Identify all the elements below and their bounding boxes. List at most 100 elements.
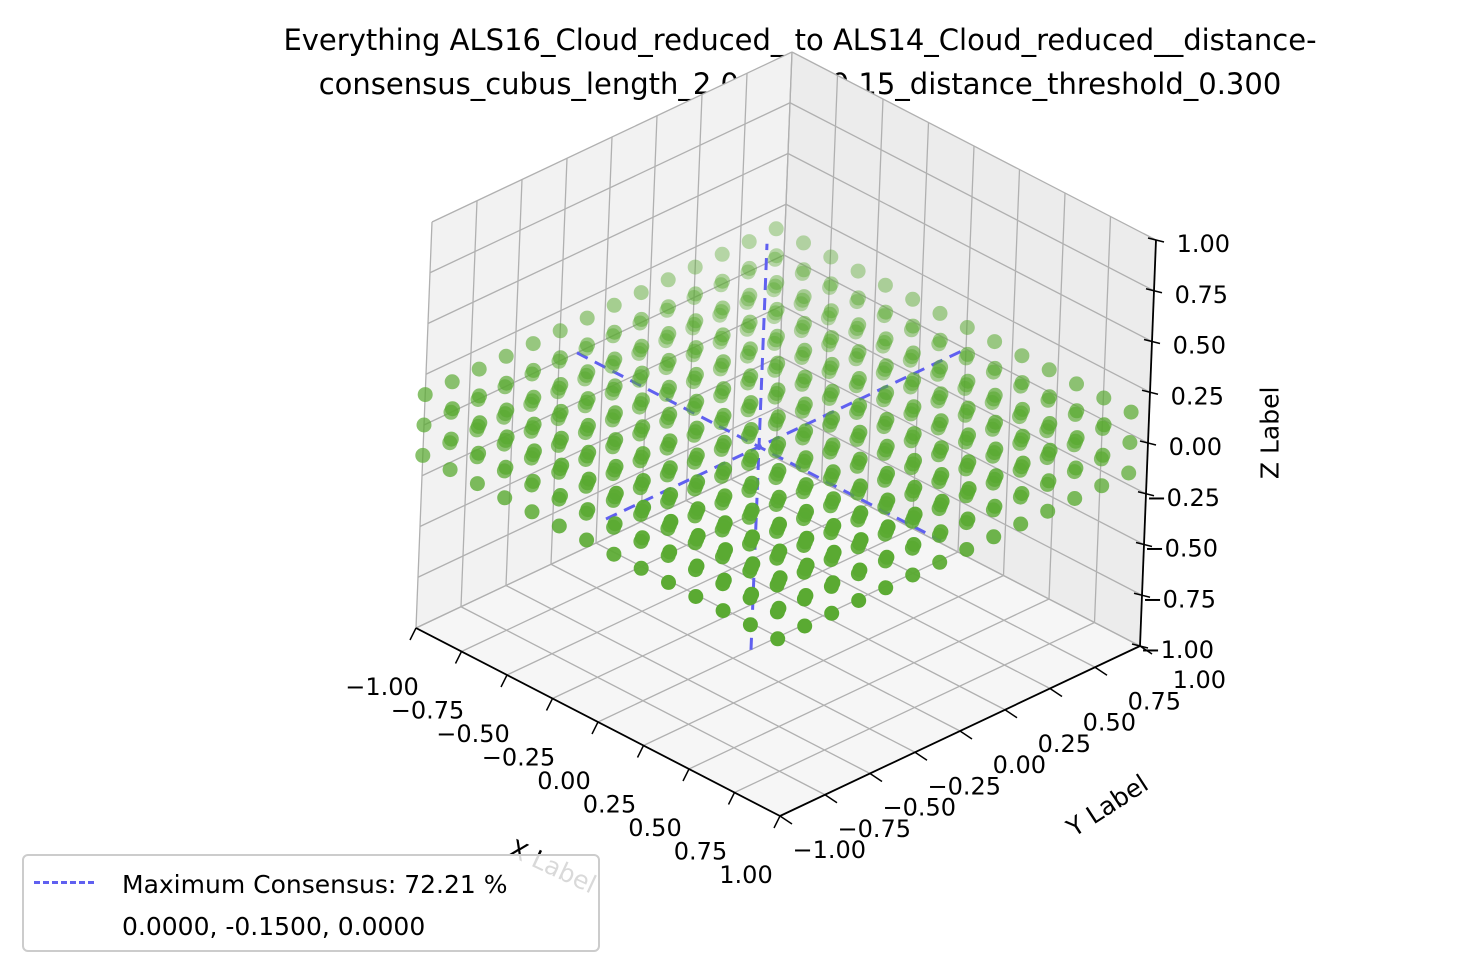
scatter-point xyxy=(959,542,975,557)
scatter-point xyxy=(634,365,650,381)
scatter-point xyxy=(554,457,570,473)
x-tick-mark xyxy=(591,721,599,735)
scatter-point xyxy=(1041,473,1057,489)
scatter-point xyxy=(744,475,760,491)
scatter-point xyxy=(714,246,730,262)
scatter-point xyxy=(1094,478,1110,494)
grid-line-floor-y xyxy=(685,499,1051,690)
scatter-point xyxy=(879,411,895,427)
scatter-point xyxy=(690,528,706,543)
scatter-point xyxy=(824,330,840,346)
scatter-point xyxy=(580,391,596,407)
x-tick-label: −1.00 xyxy=(345,673,419,701)
z-tick-mark xyxy=(1139,440,1157,446)
scatter-point xyxy=(988,414,1003,430)
scatter-point xyxy=(660,272,676,288)
scatter-point xyxy=(742,341,758,357)
scatter-point xyxy=(824,356,840,372)
scatter-point xyxy=(715,354,731,370)
scatter-point xyxy=(688,366,704,382)
scatter-point xyxy=(526,416,542,432)
legend-dashed-line-icon xyxy=(34,881,94,887)
z-tick-mark xyxy=(1147,237,1165,243)
x-tick-label: −0.50 xyxy=(436,720,510,748)
scatter-point xyxy=(850,263,866,279)
scatter-point xyxy=(796,289,812,305)
y-axis-label: Y Label xyxy=(1061,769,1154,843)
scatter-point xyxy=(880,465,895,481)
scatter-point xyxy=(1041,362,1057,378)
y-tick-label: 1.00 xyxy=(1173,666,1226,694)
scatter-point xyxy=(793,296,809,312)
scatter-point xyxy=(1068,460,1084,476)
grid-line-floor-y xyxy=(640,521,1006,711)
scatter-point xyxy=(526,389,542,405)
y-tick-label: −1.00 xyxy=(792,836,866,864)
scatter-point xyxy=(799,503,814,519)
grid-line-back-y-horizontal xyxy=(785,203,1151,393)
grid-line-back-y-vertical xyxy=(1048,192,1066,600)
scatter-point xyxy=(581,444,597,460)
x-tick-label: 0.00 xyxy=(537,767,590,795)
scatter-point xyxy=(1095,447,1111,463)
scatter-point xyxy=(525,473,541,489)
scatter-point xyxy=(716,572,732,588)
scatter-point xyxy=(1042,416,1058,431)
scatter-point xyxy=(690,474,706,490)
x-tick-label: −0.25 xyxy=(482,744,556,772)
scatter-point xyxy=(988,441,1004,457)
scatter-point xyxy=(552,323,568,339)
scatter-point xyxy=(770,409,786,425)
scatter-point xyxy=(826,518,842,533)
scatter-point xyxy=(717,461,733,477)
legend-entry-label: Maximum Consensus: 72.21 % xyxy=(122,869,508,899)
scatter-point xyxy=(580,417,596,433)
y-tick-label: 0.50 xyxy=(1083,709,1136,737)
x-tick-mark xyxy=(545,698,554,711)
scatter-point xyxy=(797,369,813,385)
grid-line-back-x-horizontal xyxy=(431,51,793,223)
chart-title-line-1: Everything ALS16_Cloud_reduced_ to ALS14… xyxy=(283,23,1316,57)
scatter-point xyxy=(798,423,814,439)
y-tick-mark xyxy=(1004,709,1018,719)
z-tick-label: 1.00 xyxy=(1177,230,1230,258)
scatter-point xyxy=(661,352,677,368)
scatter-point xyxy=(767,278,783,294)
y-tick-mark xyxy=(1139,645,1153,655)
scatter-point xyxy=(745,529,760,545)
scatter-point xyxy=(797,396,813,412)
scatter-point xyxy=(880,519,896,535)
scatter-point xyxy=(823,276,839,292)
scatter-point xyxy=(442,462,458,478)
scatter-point xyxy=(1069,376,1084,392)
scatter-point xyxy=(878,304,894,320)
y-tick-mark xyxy=(1094,666,1108,676)
scatter-point xyxy=(987,498,1003,514)
scatter-point xyxy=(825,464,841,480)
scatter-point xyxy=(1122,435,1138,450)
z-tick-label: 0.50 xyxy=(1173,332,1226,360)
scatter-point xyxy=(444,374,460,390)
grid-line-back-y-vertical xyxy=(1002,169,1021,576)
grid-line-floor-x xyxy=(643,574,1004,747)
scatter-point xyxy=(580,502,596,518)
scatter-point xyxy=(1069,403,1085,419)
scatter-point xyxy=(686,290,702,305)
scatter-point xyxy=(769,275,785,290)
scatter-point xyxy=(961,481,977,497)
x-tick-mark xyxy=(773,815,781,829)
scatter-point xyxy=(798,477,814,493)
scatter-point xyxy=(742,314,758,330)
scatter-point xyxy=(905,291,921,307)
scatter-point xyxy=(905,318,921,334)
scatter-point xyxy=(661,574,676,590)
scatter-point xyxy=(526,362,541,378)
scatter-point xyxy=(823,249,839,265)
scatter-point xyxy=(1014,486,1030,501)
scatter-point xyxy=(933,359,949,375)
scatter-point xyxy=(772,516,787,532)
scatter-point xyxy=(744,586,760,602)
scatter-point xyxy=(767,251,783,267)
scatter-point xyxy=(713,277,729,293)
grid-line-floor-x xyxy=(734,621,1095,794)
